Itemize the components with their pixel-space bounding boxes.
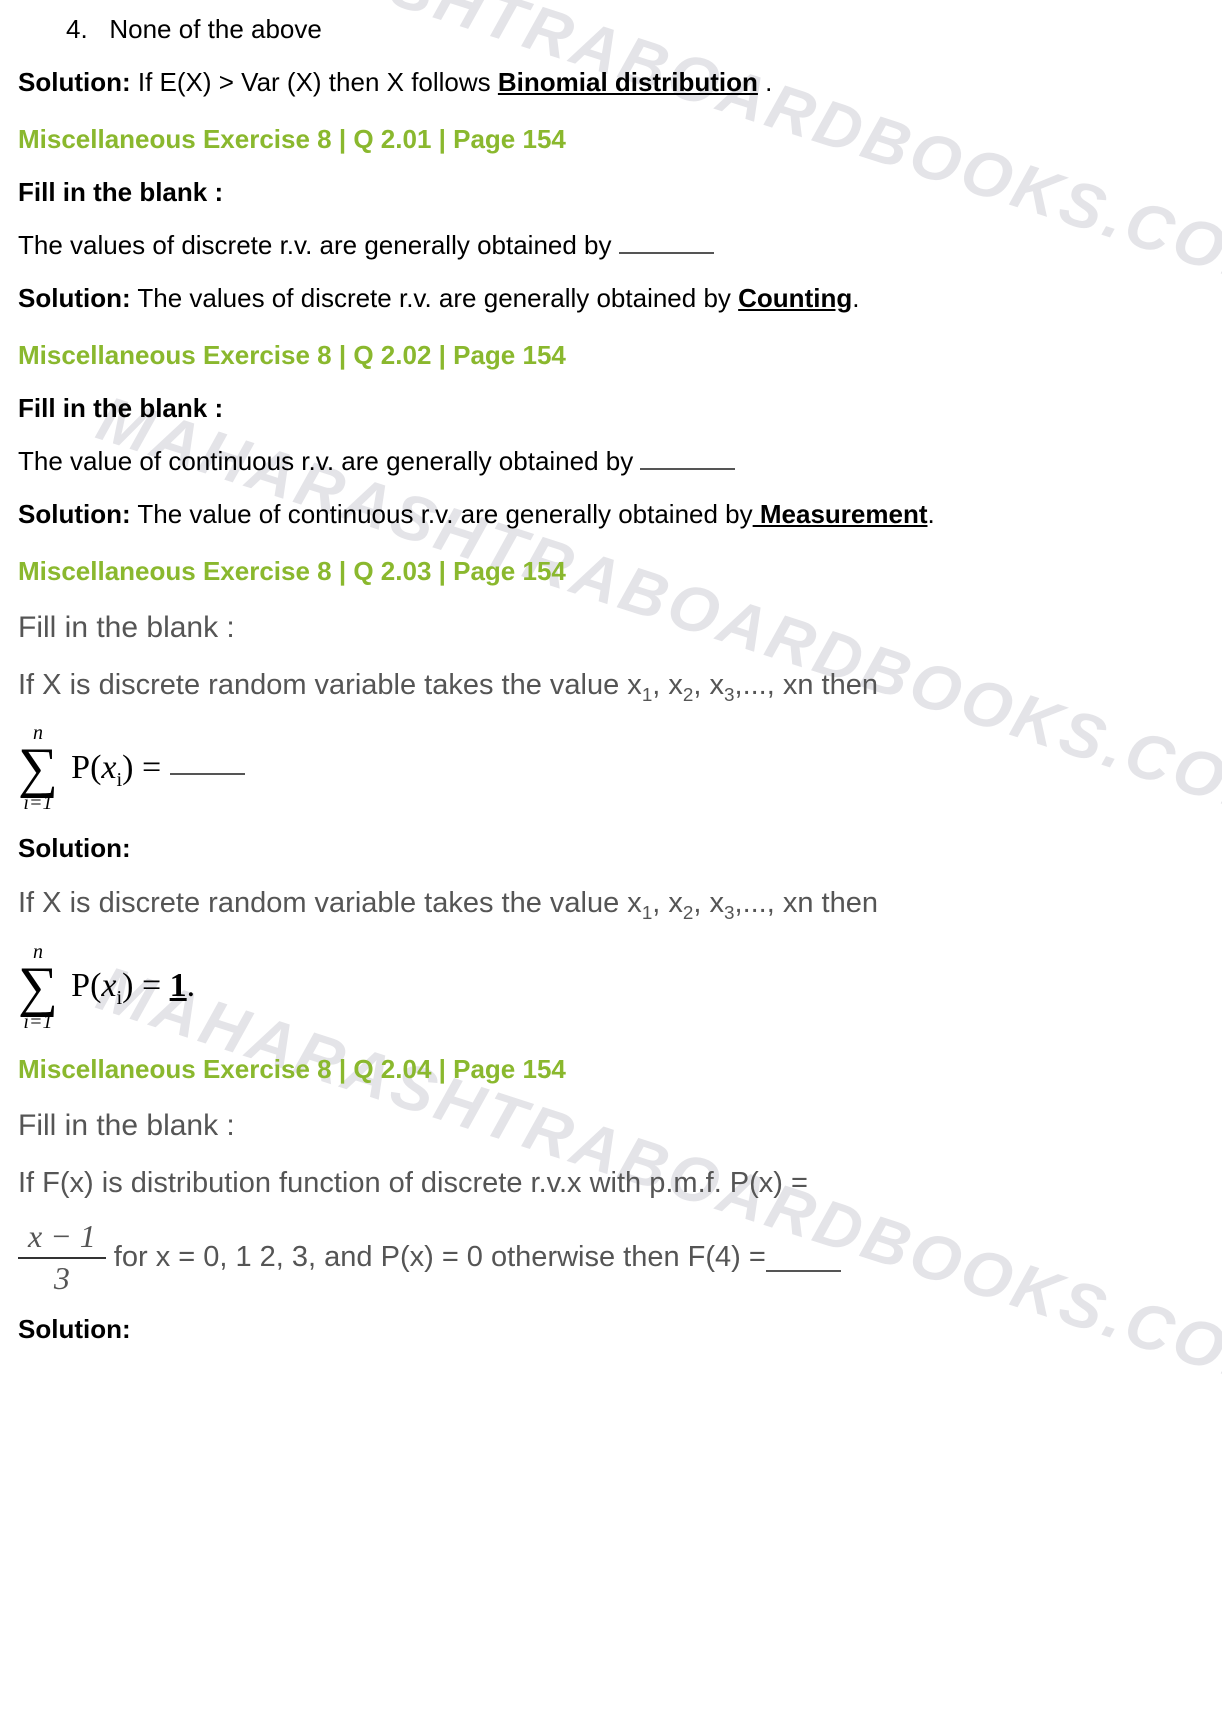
q204-line2-text: for x = 0, 1 2, 3, and P(x) = 0 otherwis… [114,1236,766,1280]
solution-label: Solution: [18,1310,1204,1349]
q203-sol-m1: , x [652,887,683,919]
question-text-q204-line1: If F(x) is distribution function of disc… [18,1162,1204,1206]
solution-text-before: The value of continuous r.v. are general… [131,499,753,529]
solution-block-q202: Solution: The value of continuous r.v. a… [18,495,1204,534]
solution-block: Solution: If E(X) > Var (X) then X follo… [18,63,1204,102]
option-text: None of the above [109,14,322,44]
solution-label: Solution: [18,67,131,97]
question-text-q203: If X is discrete random variable takes t… [18,664,1204,709]
sum-lower: i=1 [23,1012,52,1032]
sum-lower: i=1 [23,793,52,813]
sum-body: P(xi) = [71,749,170,786]
question-text-q201: The values of discrete r.v. are generall… [18,226,1204,265]
sub-1: 1 [642,902,652,923]
solution-answer: Binomial distribution [498,67,758,97]
answer-tail: . [187,967,196,1004]
question-body: The value of continuous r.v. are general… [18,446,640,476]
q203-text-pre: If X is discrete random variable takes t… [18,669,642,701]
sub-2: 2 [683,684,693,705]
summation-expression-answer: n ∑ i=1 P(xi) = 1. [18,942,1204,1032]
frac-numerator: x − 1 [18,1219,106,1258]
summation-expression: n ∑ i=1 P(xi) = [18,723,1204,813]
fill-blank-label: Fill in the blank : [18,605,1204,650]
solution-answer: Measurement [753,499,928,529]
solution-label: Solution: [18,283,131,313]
question-text-q202: The value of continuous r.v. are general… [18,442,1204,481]
answer-value: 1 [170,967,187,1004]
fill-blank-label: Fill in the blank : [18,389,1204,428]
solution-text-before: If E(X) > Var (X) then X follows [131,67,498,97]
fill-blank-label: Fill in the blank : [18,1103,1204,1148]
p-close-eq: ) = [122,967,170,1004]
solution-text-after: . [927,499,934,529]
option-4: 4. None of the above [66,10,1204,49]
q203-text-m1: , x [652,669,683,701]
sigma-symbol: n ∑ i=1 [18,723,58,813]
question-header-q202: Miscellaneous Exercise 8 | Q 2.02 | Page… [18,336,1204,375]
q203-sol-pre: If X is discrete random variable takes t… [18,887,642,919]
q203-sol-m2: , x [693,887,724,919]
question-text-q204-line2: x − 1 3 for x = 0, 1 2, 3, and P(x) = 0 … [18,1219,1204,1295]
solution-text-after: . [758,67,772,97]
blank-line [619,229,714,254]
var-x: x [101,749,116,786]
solution-text-after: . [852,283,859,313]
fill-blank-label: Fill in the blank : [18,173,1204,212]
question-header-q204: Miscellaneous Exercise 8 | Q 2.04 | Page… [18,1050,1204,1089]
p-open: P( [71,749,101,786]
sub-2: 2 [683,902,693,923]
question-body: The values of discrete r.v. are generall… [18,230,619,260]
sum-body: P(xi) = 1. [71,967,195,1004]
p-open: P( [71,967,101,1004]
question-header-q203: Miscellaneous Exercise 8 | Q 2.03 | Page… [18,552,1204,591]
solution-answer: Counting [738,283,852,313]
sub-1: 1 [642,684,652,705]
question-header-q201: Miscellaneous Exercise 8 | Q 2.01 | Page… [18,120,1204,159]
sigma-symbol: n ∑ i=1 [18,942,58,1032]
blank-line [640,445,735,470]
q203-sol-post: ,..., xn then [735,887,878,919]
solution-text-q203: If X is discrete random variable takes t… [18,882,1204,927]
blank-line [766,1244,841,1272]
fraction: x − 1 3 [18,1219,106,1295]
solution-text-before: The values of discrete r.v. are generall… [131,283,739,313]
q203-text-post: ,..., xn then [735,669,878,701]
var-x: x [101,967,116,1004]
blank-line [170,750,245,775]
option-number: 4. [66,14,88,44]
solution-label: Solution: [18,829,1204,868]
frac-denominator: 3 [54,1259,70,1296]
p-close-eq: ) = [122,749,170,786]
solution-label: Solution: [18,499,131,529]
sigma-icon: ∑ [18,962,58,1012]
sub-3: 3 [724,684,734,705]
sub-3: 3 [724,902,734,923]
solution-block-q201: Solution: The values of discrete r.v. ar… [18,279,1204,318]
sigma-icon: ∑ [18,743,58,793]
q203-text-m2: , x [693,669,724,701]
